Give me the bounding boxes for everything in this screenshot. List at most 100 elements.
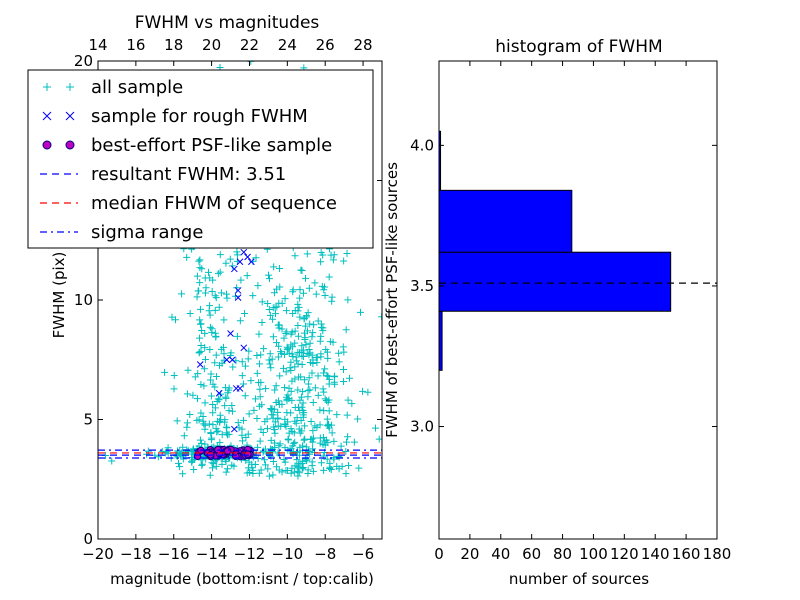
all-sample-point: [281, 350, 289, 358]
all-sample-point: [209, 421, 217, 429]
all-sample-point: [234, 251, 242, 259]
legend-marker-psf-sample: [42, 140, 52, 150]
all-sample-point: [250, 406, 258, 414]
histogram-x-tick-label: 80: [553, 545, 572, 563]
all-sample-point: [291, 404, 299, 412]
all-sample-point: [243, 272, 251, 280]
all-sample-point: [305, 374, 313, 382]
all-sample-point: [287, 341, 295, 349]
all-sample-point: [174, 459, 182, 467]
rough-sample-point: [223, 356, 231, 364]
all-sample-point: [291, 339, 299, 347]
all-sample-point: [268, 411, 276, 419]
all-sample-point: [337, 442, 345, 450]
all-sample-point: [206, 323, 214, 331]
scatter-top-tick-label: 16: [126, 36, 145, 54]
all-sample-point: [201, 344, 209, 352]
all-sample-point: [265, 472, 273, 480]
all-sample-point: [233, 248, 241, 256]
rough-sample-point: [240, 344, 248, 352]
scatter-x-tick-label: −6: [352, 545, 374, 563]
all-sample-point: [288, 377, 296, 385]
all-sample-point: [266, 360, 274, 368]
all-sample-point: [186, 309, 194, 317]
all-sample-point: [321, 441, 329, 449]
all-sample-point: [323, 415, 331, 423]
scatter-y-tick-label: 10: [74, 291, 93, 309]
all-sample-point: [320, 286, 328, 294]
rough-sample-point: [236, 258, 244, 266]
all-sample-point: [312, 353, 320, 361]
all-sample-point: [313, 359, 321, 367]
all-sample-point: [311, 279, 319, 287]
all-sample-point: [197, 342, 205, 350]
all-sample-point: [225, 407, 233, 415]
all-sample-point: [264, 465, 272, 473]
all-sample-point: [316, 439, 324, 447]
all-sample-point: [198, 265, 206, 273]
all-sample-point: [291, 327, 299, 335]
all-sample-point: [327, 251, 335, 259]
all-sample-point: [240, 380, 248, 388]
all-sample-point: [296, 429, 304, 437]
all-sample-point: [323, 455, 331, 463]
all-sample-point: [335, 465, 343, 473]
all-sample-point: [294, 300, 302, 308]
all-sample-point: [305, 345, 313, 353]
all-sample-point: [287, 425, 295, 433]
histogram-bar: [438, 251, 672, 312]
legend-marker-all-sample: [66, 83, 74, 91]
all-sample-point: [356, 308, 364, 316]
all-sample-point: [220, 350, 228, 358]
all-sample-point: [304, 309, 312, 317]
all-sample-point: [331, 380, 339, 388]
all-sample-point: [212, 372, 220, 380]
all-sample-point: [184, 366, 192, 374]
all-sample-point: [269, 304, 277, 312]
all-sample-point: [257, 351, 265, 359]
all-sample-point: [282, 368, 290, 376]
all-sample-point: [269, 315, 277, 323]
all-sample-point: [302, 443, 310, 451]
all-sample-point: [257, 378, 265, 386]
all-sample-point: [300, 376, 308, 384]
all-sample-point: [298, 403, 306, 411]
all-sample-point: [263, 425, 271, 433]
all-sample-point: [335, 349, 343, 357]
all-sample-point: [269, 471, 277, 479]
all-sample-point: [294, 463, 302, 471]
all-sample-point: [255, 330, 263, 338]
all-sample-point: [287, 367, 295, 375]
all-sample-point: [190, 466, 198, 474]
all-sample-point: [200, 365, 208, 373]
all-sample-point: [305, 284, 313, 292]
all-sample-point: [321, 292, 329, 300]
all-sample-point: [218, 460, 226, 468]
all-sample-point: [293, 357, 301, 365]
all-sample-point: [325, 420, 333, 428]
all-sample-point: [293, 414, 301, 422]
all-sample-point: [168, 313, 176, 321]
all-sample-point: [320, 466, 328, 474]
histogram-x-label: number of sources: [509, 570, 649, 588]
all-sample-point: [325, 273, 333, 281]
all-sample-point: [283, 328, 291, 336]
all-sample-point: [294, 332, 302, 340]
all-sample-point: [221, 402, 229, 410]
all-sample-point: [201, 329, 209, 337]
all-sample-point: [183, 253, 191, 261]
legend-box: [27, 69, 374, 249]
all-sample-point: [241, 392, 249, 400]
all-sample-point: [322, 345, 330, 353]
all-sample-point: [196, 305, 204, 313]
all-sample-point: [225, 384, 233, 392]
all-sample-point: [308, 351, 316, 359]
all-sample-point: [324, 372, 332, 380]
all-sample-point: [178, 290, 186, 298]
all-sample-point: [312, 290, 320, 298]
all-sample-point: [309, 467, 317, 475]
all-sample-point: [270, 426, 278, 434]
all-sample-point: [253, 414, 261, 422]
all-sample-point: [320, 388, 328, 396]
all-sample-point: [255, 469, 263, 477]
